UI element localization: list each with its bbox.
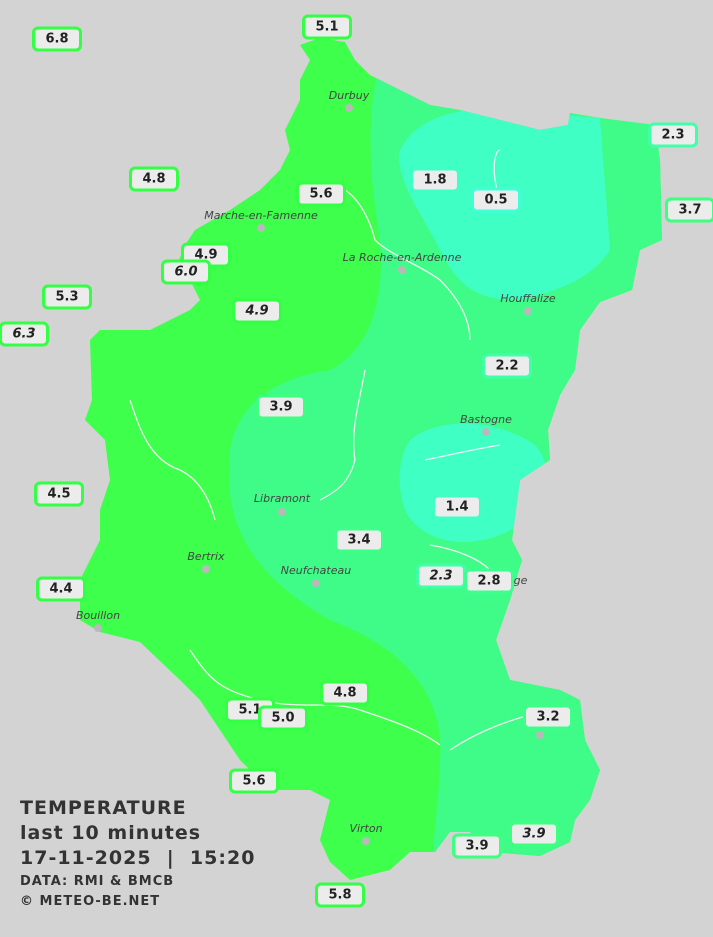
station-temperature-label[interactable]: 2.2 xyxy=(482,353,532,379)
station-temperature-label[interactable]: 3.9 xyxy=(256,394,306,420)
city-label: Durbuy xyxy=(328,89,370,102)
city-dot xyxy=(345,104,353,112)
station-temperature-label[interactable]: 6.3 xyxy=(0,321,49,347)
station-temperature-label[interactable]: 0.5 xyxy=(471,187,521,213)
station-temperature-label[interactable]: 5.6 xyxy=(229,768,279,794)
station-temperature-label[interactable]: 1.4 xyxy=(432,494,482,520)
city-dot xyxy=(278,508,286,516)
rivers xyxy=(129,149,541,751)
city-dot xyxy=(257,224,265,232)
station-temperature-label[interactable]: 2.8 xyxy=(464,568,514,594)
station-temperature-label[interactable]: 4.9 xyxy=(232,298,282,324)
city-dot xyxy=(536,731,544,739)
station-temperature-label[interactable]: 2.3 xyxy=(648,122,698,148)
legend-datetime: 17-11-2025 | 15:20 xyxy=(20,847,256,869)
station-temperature-label[interactable]: 4.8 xyxy=(129,166,179,192)
station-temperature-label[interactable]: 5.8 xyxy=(315,882,365,908)
city-dot xyxy=(398,266,406,274)
station-temperature-label[interactable]: 5.0 xyxy=(258,705,308,731)
city-label: La Roche-en-Ardenne xyxy=(342,251,462,264)
station-temperature-label[interactable]: 4.5 xyxy=(34,481,84,507)
station-temperature-label[interactable]: 5.6 xyxy=(296,181,346,207)
city-dot xyxy=(482,428,490,436)
city-label: Houffalize xyxy=(500,292,556,305)
station-temperature-label[interactable]: 5.3 xyxy=(42,284,92,310)
station-temperature-label[interactable]: 6.8 xyxy=(32,26,82,52)
station-temperature-label[interactable]: 2.3 xyxy=(416,563,466,589)
city-label: Neufchateau xyxy=(280,564,352,577)
station-temperature-label[interactable]: 6.0 xyxy=(161,259,211,285)
city-label: Bertrix xyxy=(187,550,225,563)
city-dot xyxy=(524,307,532,315)
station-temperature-label[interactable]: 3.4 xyxy=(334,527,384,553)
city-dot xyxy=(362,837,370,845)
station-temperature-label[interactable]: 4.4 xyxy=(36,576,86,602)
station-temperature-label[interactable]: 3.9 xyxy=(509,821,559,847)
city-label: Libramont xyxy=(253,492,311,505)
station-temperature-label[interactable]: 5.1 xyxy=(302,14,352,40)
station-temperature-label[interactable]: 3.9 xyxy=(452,833,502,859)
station-temperature-label[interactable]: 3.7 xyxy=(665,197,713,223)
city-label: Bastogne xyxy=(460,413,512,426)
city-label: Marche-en-Famenne xyxy=(204,209,318,222)
city-dot xyxy=(312,579,320,587)
legend-source: DATA: RMI & BMCB xyxy=(20,874,175,889)
zone-cool-bastogne xyxy=(399,423,547,542)
station-temperature-label[interactable]: 4.8 xyxy=(320,680,370,706)
city-dot xyxy=(94,624,102,632)
city-label: Virton xyxy=(349,822,383,835)
city-label: Bouillon xyxy=(75,609,121,622)
legend: TEMPERATURE last 10 minutes 17-11-2025 |… xyxy=(20,796,255,911)
city-dot xyxy=(202,565,210,573)
legend-copyright: © METEO-BE.NET xyxy=(20,894,161,909)
legend-title: TEMPERATURE xyxy=(20,797,187,819)
station-temperature-label[interactable]: 3.2 xyxy=(523,704,573,730)
station-temperature-label[interactable]: 1.8 xyxy=(410,167,460,193)
legend-period: last 10 minutes xyxy=(20,822,202,844)
